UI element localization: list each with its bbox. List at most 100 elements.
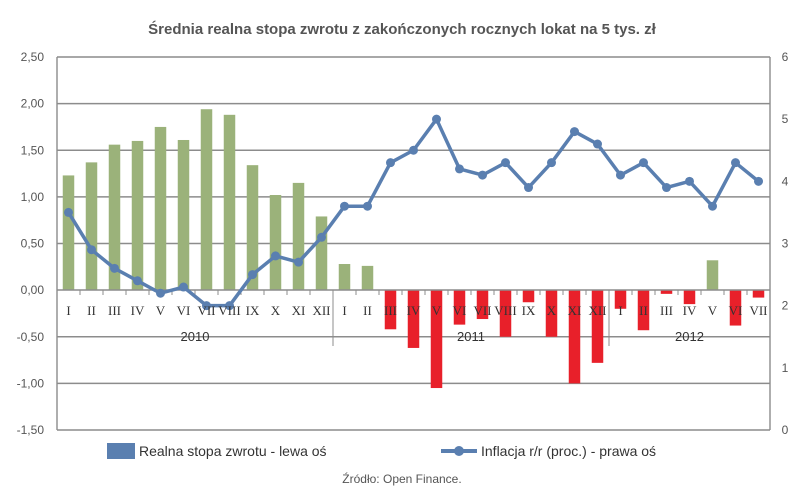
y-left-tick-label: -1,50 (17, 423, 45, 437)
category-label: V (156, 303, 166, 318)
inflation-point (110, 263, 119, 273)
inflation-point (294, 257, 303, 267)
inflation-point (179, 282, 188, 292)
bar (269, 195, 282, 290)
inflation-point (432, 114, 441, 124)
y-left-tick-label: 1,50 (21, 143, 45, 157)
category-label: XII (312, 303, 330, 318)
y-right-tick-label: 1 (782, 361, 789, 375)
category-label: I (342, 303, 346, 318)
year-label: 2012 (675, 329, 704, 344)
category-label: XI (292, 303, 306, 318)
category-label: III (660, 303, 673, 318)
y-left-tick-label: 0,00 (21, 283, 45, 297)
bar (499, 290, 512, 337)
bar (453, 290, 466, 325)
y-right-tick-label: 0 (782, 423, 789, 437)
category-label: VI (177, 303, 191, 318)
y-right-tick-label: 3 (782, 237, 789, 251)
inflation-point (501, 158, 510, 168)
inflation-point (87, 245, 96, 255)
bar (591, 290, 604, 363)
bar (683, 290, 696, 305)
inflation-point (708, 201, 717, 211)
y-left-tick-label: -0,50 (17, 330, 45, 344)
inflation-point (271, 251, 280, 261)
bar (338, 264, 351, 290)
category-label: VI (453, 303, 467, 318)
category-label: VII (473, 303, 491, 318)
category-label: V (432, 303, 442, 318)
inflation-point (363, 201, 372, 211)
category-label: XII (588, 303, 606, 318)
legend-bar-swatch (107, 443, 135, 459)
category-label: II (87, 303, 96, 318)
y-left-tick-label: 2,00 (21, 97, 45, 111)
inflation-point (616, 170, 625, 180)
bar (361, 265, 374, 290)
bar (476, 290, 489, 320)
bar (384, 290, 397, 330)
y-left-tick-label: 2,50 (21, 50, 45, 64)
bar (407, 290, 420, 348)
bar (315, 216, 328, 290)
category-label: IV (407, 303, 421, 318)
inflation-point (156, 288, 165, 298)
inflation-point (685, 176, 694, 186)
inflation-point (340, 201, 349, 211)
bar (154, 126, 167, 290)
category-label: I (618, 303, 622, 318)
category-label: IX (522, 303, 536, 318)
y-right-tick-label: 2 (782, 299, 789, 313)
bar (292, 182, 305, 290)
category-label: VIII (494, 303, 516, 318)
year-label: 2011 (457, 329, 485, 344)
bar (568, 290, 581, 384)
bar (177, 139, 190, 290)
year-label: 2010 (181, 329, 210, 344)
y-right-tick-label: 6 (782, 50, 789, 64)
bar (637, 290, 650, 331)
inflation-point (639, 158, 648, 168)
bar (200, 109, 213, 290)
axes (56, 57, 771, 430)
bar (223, 114, 236, 290)
legend-bar-label: Realna stopa zwrotu - lewa oś (139, 443, 327, 459)
inflation-point (478, 170, 487, 180)
y-left-tick-label: 1,00 (21, 190, 45, 204)
bar (545, 290, 558, 337)
inflation-point (662, 183, 671, 193)
bar (614, 290, 627, 309)
y-right-tick-label: 5 (782, 112, 789, 126)
y-left-tick-label: 0,50 (21, 237, 45, 251)
line-series (64, 114, 763, 311)
bar (660, 290, 673, 294)
y-left-tick-label: -1,00 (17, 376, 45, 390)
bar (131, 140, 144, 290)
bar (85, 162, 98, 290)
inflation-point (202, 301, 211, 311)
inflation-point (455, 164, 464, 174)
inflation-point (547, 158, 556, 168)
category-label: VIII (218, 303, 240, 318)
inflation-point (386, 158, 395, 168)
inflation-point (754, 176, 763, 186)
category-label: IV (683, 303, 697, 318)
inflation-point (317, 232, 326, 242)
bar (729, 290, 742, 326)
bar (752, 290, 765, 298)
bar (62, 175, 75, 290)
category-label: VI (729, 303, 743, 318)
y-right-tick-label: 4 (782, 174, 789, 188)
category-label: I (66, 303, 70, 318)
inflation-point (225, 301, 234, 311)
bar (706, 260, 719, 290)
inflation-point (64, 207, 73, 217)
source-note: Źródło: Open Finance. (342, 471, 461, 486)
category-label: II (639, 303, 648, 318)
bar (108, 144, 121, 290)
inflation-point (133, 276, 142, 286)
bar (430, 290, 443, 389)
tick-labels: -1,50 -1,00 -0,50 0,00 0,50 1,00 1,50 2,00 2,50 0… (17, 50, 789, 437)
